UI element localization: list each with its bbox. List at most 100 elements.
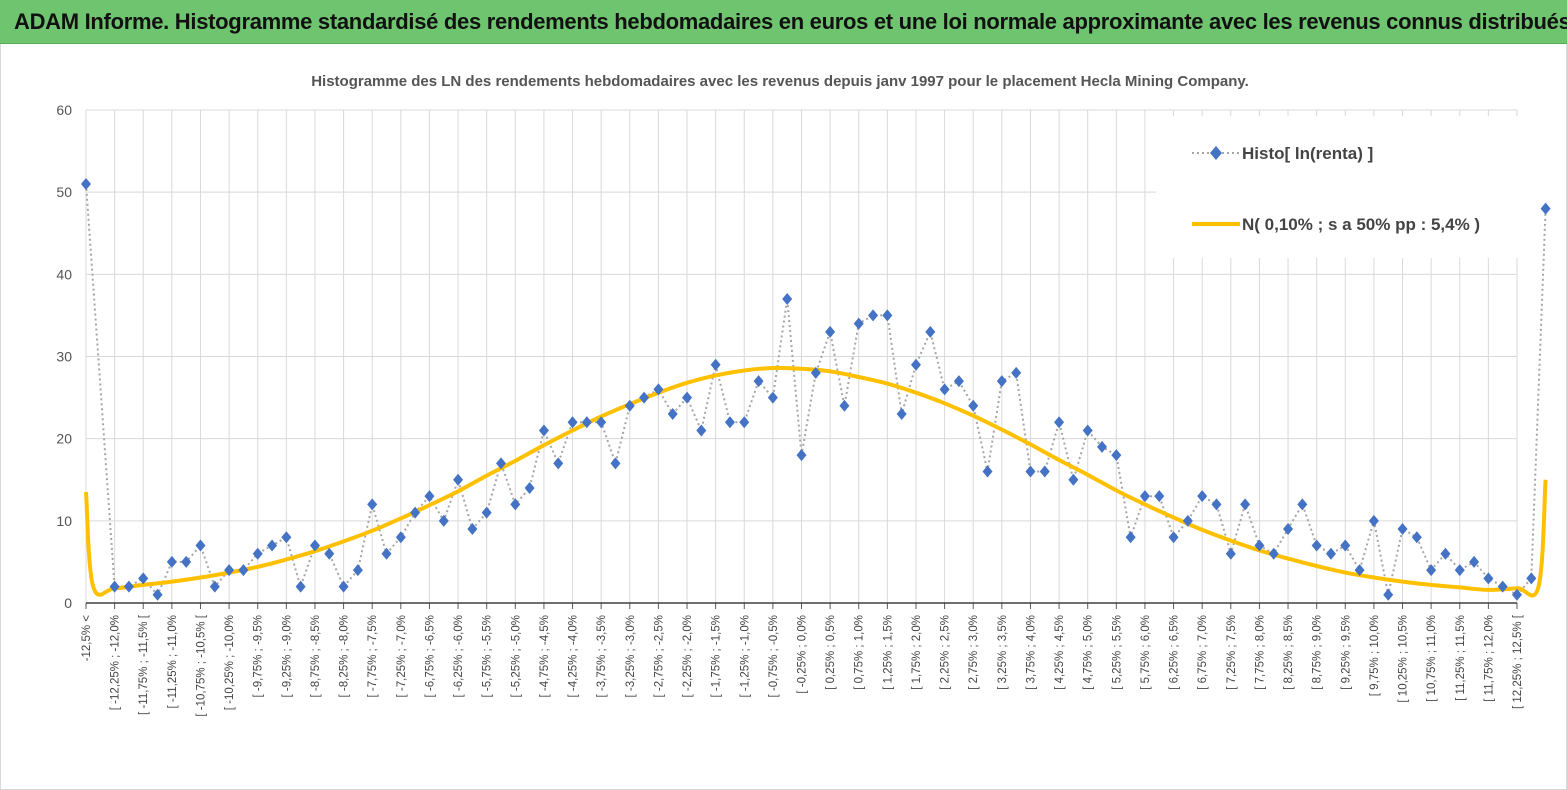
histo-point <box>1368 514 1379 527</box>
histo-point <box>252 547 263 560</box>
x-tick-label: [ 6,25% ; 6,5% <box>1169 615 1181 690</box>
histo-point <box>639 391 650 404</box>
x-tick-label: [ 2,25% ; 2,5% <box>940 615 952 690</box>
histo-point <box>724 416 735 429</box>
x-tick-label: [ 7,75% ; 8,0% <box>1254 615 1266 690</box>
histo-series-line <box>85 183 1547 597</box>
x-tick-label: [ -10,75% ; -10,5% [ <box>195 614 207 716</box>
x-tick-label: [ -11,25% ; -11,0% <box>167 615 179 709</box>
histo-point <box>982 465 993 478</box>
histo-point <box>381 547 392 560</box>
y-tick-label: 10 <box>56 513 72 529</box>
legend-background <box>1156 116 1520 258</box>
histo-point <box>123 580 134 593</box>
legend: Histo[ ln(renta) ] N( 0,10% ; s a 50% pp… <box>1156 116 1520 258</box>
histo-point <box>1454 564 1465 577</box>
x-tick-label: [ 4,25% ; 4,5% <box>1054 615 1066 690</box>
histo-point <box>1168 531 1179 544</box>
histo-point <box>667 408 678 421</box>
histo-point <box>538 424 549 437</box>
x-tick-label: [ 9,25% ; 9,5% <box>1340 615 1352 690</box>
x-tick-label: [ -6,75% ; -6,5% <box>424 615 436 697</box>
x-tick-label: [ 3,25% ; 3,5% <box>997 615 1009 690</box>
x-tick-label: [ -2,75% ; -2,5% <box>653 615 665 697</box>
x-tick-label: [ 10,75% ; 11,0% <box>1426 615 1438 702</box>
histo-point <box>1111 449 1122 462</box>
x-tick-label: [ -7,75% ; -7,5% <box>367 615 379 697</box>
histo-point <box>1340 539 1351 552</box>
x-tick-label: [ 8,25% ; 8,5% <box>1283 615 1295 690</box>
x-tick-label: [ -9,75% ; -9,5% <box>253 615 265 697</box>
histo-point <box>1426 564 1437 577</box>
x-tick-label: [ 8,75% ; 9,0% <box>1312 615 1324 690</box>
histo-point <box>367 498 378 511</box>
histo-point <box>224 564 235 577</box>
histo-point <box>1139 490 1150 503</box>
histo-point <box>1297 498 1308 511</box>
x-tick-label: [ 4,75% ; 5,0% <box>1083 615 1095 690</box>
histo-point <box>1411 531 1422 544</box>
y-tick-label: 50 <box>56 184 72 200</box>
histo-point <box>1483 572 1494 585</box>
histo-point <box>481 506 492 519</box>
histo-point <box>1354 564 1365 577</box>
histo-point <box>1240 498 1251 511</box>
histo-point <box>953 375 964 388</box>
x-tick-label: [ -4,25% ; -4,0% <box>568 615 580 697</box>
histo-point <box>1068 473 1079 486</box>
histo-point <box>324 547 335 560</box>
y-tick-label: 0 <box>64 595 72 611</box>
histo-point <box>882 309 893 322</box>
histo-point <box>1526 572 1537 585</box>
histo-point <box>181 555 192 568</box>
histo-point <box>782 292 793 305</box>
histo-point <box>839 399 850 412</box>
histo-point <box>410 506 421 519</box>
histo-point <box>1182 514 1193 527</box>
y-tick-label: 30 <box>56 349 72 365</box>
histo-point <box>925 325 936 338</box>
histo-point <box>1011 366 1022 379</box>
y-tick-label: 60 <box>56 102 72 118</box>
histo-point <box>1397 523 1408 536</box>
x-tick-label: [ 12,25% ; 12,5% [ <box>1512 614 1524 709</box>
histo-point <box>1082 424 1093 437</box>
x-tick-label: [ -8,25% ; -8,0% <box>339 615 351 697</box>
histo-point <box>1197 490 1208 503</box>
x-tick-label: [ -1,25% ; -1,0% <box>739 615 751 697</box>
x-tick-label: [ 3,75% ; 4,0% <box>1025 615 1037 690</box>
histo-point <box>438 514 449 527</box>
histo-point <box>653 383 664 396</box>
histo-point <box>1540 202 1551 215</box>
legend-histo-label: Histo[ ln(renta) ] <box>1242 144 1373 163</box>
x-tick-label: [ -7,25% ; -7,0% <box>396 615 408 697</box>
page-title: ADAM Informe. Histogramme standardisé de… <box>14 9 1567 34</box>
histo-point <box>968 399 979 412</box>
histo-point <box>267 539 278 552</box>
histo-point <box>1054 416 1065 429</box>
histo-point <box>753 375 764 388</box>
histo-point <box>596 416 607 429</box>
x-tick-label: [ -9,25% ; -9,0% <box>281 615 293 697</box>
histo-point <box>510 498 521 511</box>
histo-point <box>1283 523 1294 536</box>
histo-point <box>1154 490 1165 503</box>
histo-point <box>395 531 406 544</box>
histo-point <box>209 580 220 593</box>
x-tick-label: [ 0,75% ; 1,0% <box>854 615 866 690</box>
x-tick-label: [ 1,25% ; 1,5% <box>882 615 894 690</box>
histo-point <box>1211 498 1222 511</box>
y-tick-label: 40 <box>56 266 72 282</box>
histo-point <box>1325 547 1336 560</box>
x-tick-label: [ -6,25% ; -6,0% <box>453 615 465 697</box>
histo-point <box>467 523 478 536</box>
x-tick-label: -12,5% < <box>81 615 93 662</box>
histo-point <box>109 580 120 593</box>
x-tick-label: [ 6,75% ; 7,0% <box>1197 615 1209 690</box>
histo-point <box>295 580 306 593</box>
histo-point <box>1512 588 1522 601</box>
normal-curve-line <box>84 365 1548 598</box>
histo-point <box>238 564 249 577</box>
histo-point <box>1039 465 1050 478</box>
